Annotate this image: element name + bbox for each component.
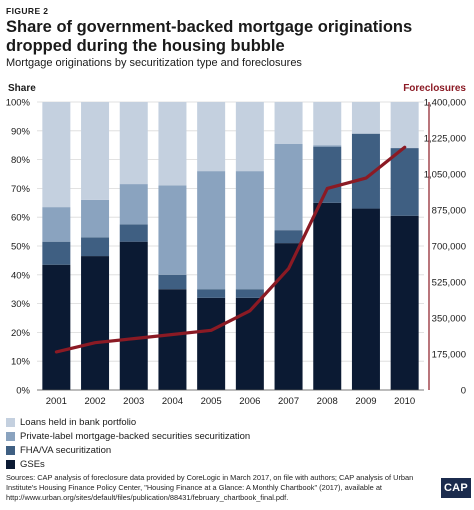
x-tick-label: 2001 — [46, 396, 67, 407]
bar-segment-fha_va — [158, 274, 187, 290]
legend: Loans held in bank portfolio Private-lab… — [6, 415, 250, 471]
x-tick-label: 2002 — [84, 396, 105, 407]
bar-segment-fha_va — [197, 289, 226, 298]
bar-segment-gses — [390, 215, 419, 390]
bar-segment-fha_va — [235, 289, 264, 298]
left-tick-label: 40% — [11, 270, 31, 281]
source-note: Sources: CAP analysis of foreclosure dat… — [6, 473, 414, 502]
right-tick-label: 700,000 — [432, 242, 466, 253]
bar-segment-private_label — [119, 184, 148, 225]
bar-segment-gses — [42, 264, 71, 390]
legend-swatch-fha-va — [6, 445, 15, 455]
x-tick-label: 2005 — [201, 396, 222, 407]
bar-segment-fha_va — [313, 146, 342, 203]
bar-segment-gses — [235, 297, 264, 390]
bar-segment-bank_portfolio — [42, 102, 71, 208]
bar-segment-gses — [197, 297, 226, 390]
legend-item-private-label: Private-label mortgage-backed securities… — [6, 429, 250, 443]
chart-subtitle: Mortgage originations by securitization … — [6, 57, 302, 69]
x-tick-label: 2004 — [162, 396, 183, 407]
x-tick-label: 2003 — [123, 396, 144, 407]
left-axis-title: Share — [8, 83, 36, 94]
bar-segment-private_label — [42, 207, 71, 242]
x-tick-label: 2009 — [355, 396, 376, 407]
bar-segment-bank_portfolio — [235, 102, 264, 172]
bar-segment-gses — [119, 241, 148, 390]
right-tick-label: 0 — [461, 386, 466, 397]
right-tick-label: 1,225,000 — [424, 134, 466, 145]
bar-segment-gses — [81, 256, 110, 390]
bar-segment-private_label — [81, 199, 110, 238]
chart-plot: 0% 10% 20% 30% 40% 50% 60% 70% 80% 90% 100% 0 175,00… — [6, 83, 467, 408]
bar-segment-gses — [351, 208, 380, 390]
bar-segment-bank_portfolio — [390, 102, 419, 149]
bar-segment-bank_portfolio — [119, 102, 148, 185]
left-tick-label: 70% — [11, 184, 31, 195]
bar-segment-fha_va — [119, 224, 148, 242]
left-tick-label: 20% — [11, 328, 31, 339]
legend-label: Loans held in bank portfolio — [20, 416, 137, 428]
foreclosure-line — [54, 145, 407, 354]
right-axis-title: Foreclosures — [403, 83, 466, 94]
left-tick-label: 50% — [11, 242, 31, 253]
right-tick-label: 350,000 — [432, 314, 466, 325]
bar-segment-bank_portfolio — [351, 102, 380, 134]
bar-segment-fha_va — [274, 230, 303, 244]
legend-item-bank-portfolio: Loans held in bank portfolio — [6, 415, 250, 429]
bar-segment-fha_va — [81, 237, 110, 257]
legend-label: FHA/VA securitization — [20, 444, 112, 456]
left-tick-label: 90% — [11, 126, 31, 137]
bar-segment-gses — [313, 202, 342, 390]
left-tick-label: 60% — [11, 213, 31, 224]
chart-title: Share of government-backed mortgage orig… — [6, 18, 413, 55]
bar-segment-private_label — [235, 171, 264, 290]
bar-segment-bank_portfolio — [313, 102, 342, 146]
bar-segment-gses — [158, 289, 187, 390]
bar-segment-fha_va — [390, 148, 419, 216]
legend-item-fha-va: FHA/VA securitization — [6, 443, 250, 457]
right-tick-label: 875,000 — [432, 206, 466, 217]
bar-segment-private_label — [313, 145, 342, 147]
legend-label: GSEs — [20, 458, 45, 470]
foreclosure-line-path — [54, 145, 407, 354]
legend-swatch-gses — [6, 459, 15, 469]
bar-segment-private_label — [158, 185, 187, 275]
bar-segment-bank_portfolio — [158, 102, 187, 186]
bar-segment-bank_portfolio — [81, 102, 110, 200]
bar-segment-private_label — [274, 143, 303, 231]
left-tick-label: 10% — [11, 357, 31, 368]
x-tick-label: 2008 — [317, 396, 338, 407]
right-tick-label: 525,000 — [432, 278, 466, 289]
left-tick-label: 80% — [11, 155, 31, 166]
bar-segment-bank_portfolio — [197, 102, 226, 172]
figure-label: FIGURE 2 — [6, 6, 49, 16]
legend-item-gses: GSEs — [6, 457, 250, 471]
right-tick-label: 1,400,000 — [424, 98, 466, 109]
x-tick-label: 2006 — [239, 396, 260, 407]
cap-logo: CAP — [441, 478, 471, 498]
legend-label: Private-label mortgage-backed securities… — [20, 430, 251, 442]
left-tick-label: 100% — [6, 98, 31, 109]
left-tick-label: 30% — [11, 299, 31, 310]
bar-segment-private_label — [197, 171, 226, 290]
x-tick-label: 2010 — [394, 396, 415, 407]
right-tick-label: 175,000 — [432, 350, 466, 361]
bar-segment-bank_portfolio — [274, 102, 303, 144]
axes: 0% 10% 20% 30% 40% 50% 60% 70% 80% 90% 100% 0 175,00… — [6, 98, 466, 408]
right-tick-label: 1,050,000 — [424, 170, 466, 181]
left-tick-label: 0% — [16, 386, 30, 397]
x-tick-label: 2007 — [278, 396, 299, 407]
legend-swatch-bank-portfolio — [6, 417, 15, 427]
legend-swatch-private-label — [6, 431, 15, 441]
bar-segment-fha_va — [42, 241, 71, 265]
